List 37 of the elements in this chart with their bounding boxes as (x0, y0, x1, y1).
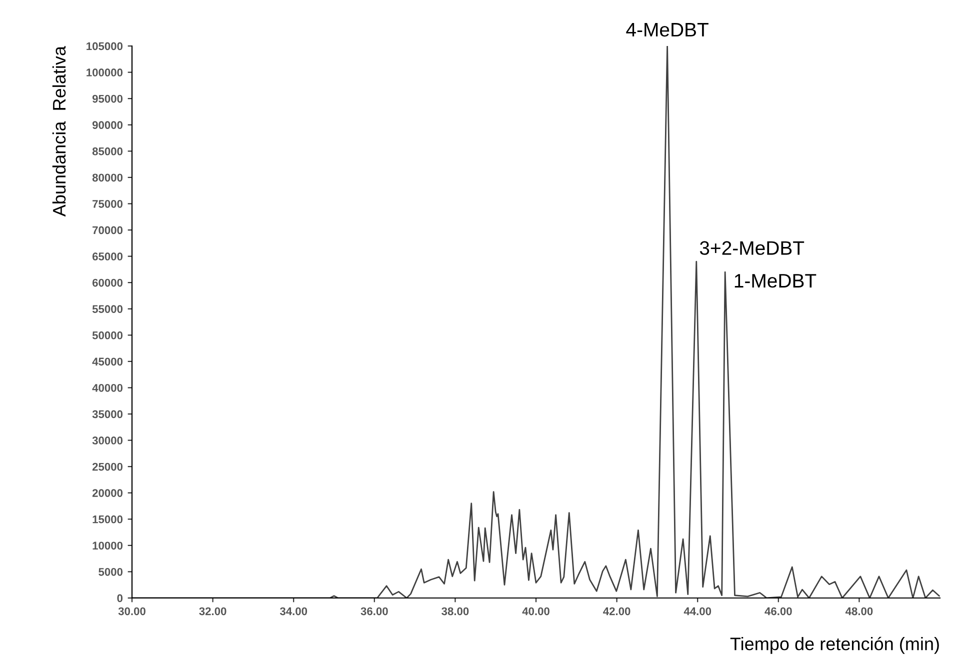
y-tick-label: 80000 (92, 174, 123, 182)
x-tick-label: 44.00 (684, 607, 712, 616)
x-tick-label: 30.00 (118, 607, 146, 616)
y-tick-label: 55000 (92, 305, 123, 313)
x-tick-label: 42.00 (603, 607, 630, 616)
x-tick-label: 38.00 (442, 607, 469, 616)
y-tick-label: 90000 (92, 121, 123, 129)
y-axis-title: Abundancia Relativa (52, 46, 66, 217)
x-tick-label: 40.00 (522, 607, 550, 616)
annotation: 3+2-MeDBT (700, 241, 804, 255)
annotation: 1-MeDBT (734, 274, 816, 288)
y-tick-label: 65000 (92, 252, 123, 260)
annotation: 4-MeDBT (626, 23, 708, 37)
y-tick-label: 15000 (92, 515, 123, 524)
y-tick-label: 70000 (92, 226, 123, 234)
y-tick-label: 5000 (98, 568, 123, 576)
x-tick-label: 48.00 (845, 607, 873, 616)
y-tick-label: 60000 (92, 278, 123, 287)
x-tick-label: 32.00 (199, 607, 226, 616)
y-tick-label: 100000 (86, 68, 123, 76)
y-tick-label: 75000 (92, 200, 123, 208)
x-tick-label: 46.00 (764, 607, 792, 616)
y-tick-label: 105000 (86, 42, 123, 50)
y-tick-label: 25000 (92, 462, 123, 471)
y-tick-label: 0 (117, 594, 123, 602)
y-tick-label: 40000 (92, 384, 123, 392)
x-tick-label: 34.00 (280, 607, 308, 616)
y-tick-label: 30000 (92, 436, 123, 444)
y-tick-label: 10000 (92, 542, 123, 550)
x-axis-title: Tiempo de retención (min) (730, 636, 939, 654)
x-tick-label: 36.00 (360, 607, 388, 616)
y-tick-label: 45000 (92, 358, 123, 366)
y-tick-label: 95000 (92, 94, 123, 103)
y-tick-label: 50000 (92, 331, 123, 340)
y-tick-label: 20000 (92, 489, 123, 497)
y-tick-label: 35000 (92, 410, 123, 418)
y-tick-label: 85000 (92, 147, 123, 156)
